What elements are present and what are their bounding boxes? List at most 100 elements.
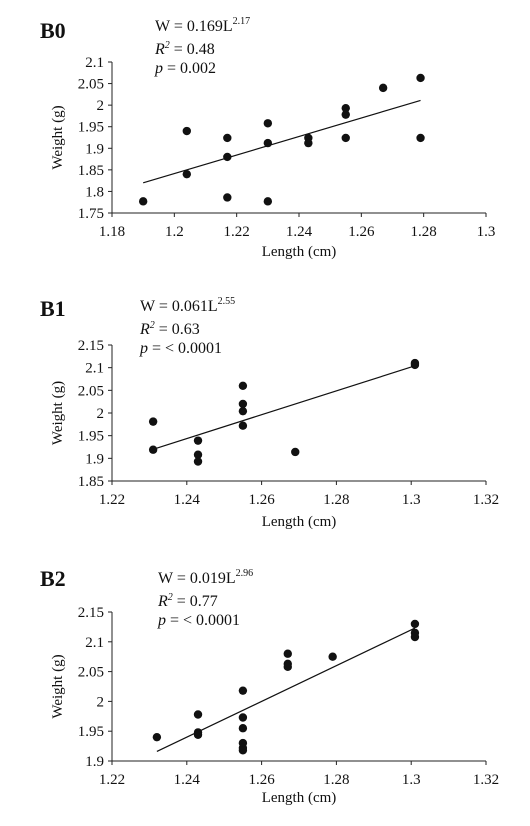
data-point bbox=[238, 381, 248, 390]
data-point bbox=[182, 169, 191, 179]
y-tick-label: 2.15 bbox=[78, 605, 104, 621]
equation-block: W = 0.169L2.17 R2 = 0.48 p = 0.002 bbox=[155, 12, 250, 78]
p-value-text: = < 0.0001 bbox=[166, 612, 241, 629]
y-tick-label: 1.85 bbox=[78, 163, 104, 179]
y-tick-label: 2.05 bbox=[78, 383, 104, 399]
data-point bbox=[410, 360, 420, 370]
r-squared-value: = 0.63 bbox=[154, 321, 200, 338]
data-point bbox=[410, 632, 420, 642]
x-axis-label: Length (cm) bbox=[262, 790, 337, 806]
p-label: p bbox=[155, 60, 163, 77]
data-point bbox=[238, 399, 248, 409]
data-point bbox=[263, 119, 273, 128]
equation-exponent: 2.17 bbox=[232, 16, 251, 27]
y-tick-label: 2 bbox=[97, 98, 105, 114]
data-point bbox=[238, 686, 248, 695]
y-tick-label: 1.9 bbox=[85, 451, 104, 467]
y-tick-label: 1.9 bbox=[85, 754, 104, 770]
data-point bbox=[148, 445, 158, 454]
equation-text: W = 0.169L bbox=[155, 18, 233, 35]
x-axis-label: Length (cm) bbox=[262, 244, 337, 260]
trend-line bbox=[142, 99, 421, 184]
y-tick-label: 2.1 bbox=[85, 361, 104, 377]
y-tick-label: 2 bbox=[97, 406, 105, 422]
equation: W = 0.019L2.96 bbox=[158, 564, 253, 588]
data-point bbox=[304, 138, 313, 148]
data-point bbox=[263, 138, 273, 148]
data-point bbox=[193, 710, 203, 719]
y-axis-label: Weight (g) bbox=[50, 654, 66, 718]
data-point bbox=[328, 652, 337, 661]
p-value-text: = 0.002 bbox=[163, 60, 217, 77]
data-point bbox=[263, 197, 273, 206]
data-point bbox=[283, 662, 292, 672]
x-tick-label: 1.2 bbox=[165, 224, 184, 240]
data-point bbox=[223, 152, 232, 162]
x-tick-label: 1.32 bbox=[473, 772, 499, 788]
p-value-text: = < 0.0001 bbox=[148, 340, 223, 357]
equation-text: W = 0.061L bbox=[140, 298, 218, 315]
x-tick-label: 1.24 bbox=[174, 492, 201, 508]
chart-panel-b0: B0 W = 0.169L2.17 R2 = 0.48 p = 0.002 1.… bbox=[0, 0, 530, 270]
data-point bbox=[148, 417, 158, 426]
y-tick-label: 1.9 bbox=[85, 141, 104, 157]
panel-label: B2 bbox=[40, 566, 66, 591]
chart-panel-b1: B1 W = 0.061L2.55 R2 = 0.63 p = < 0.0001… bbox=[0, 270, 530, 550]
equation-exponent: 2.96 bbox=[235, 568, 254, 579]
y-tick-label: 1.95 bbox=[78, 724, 104, 740]
p-value: p = < 0.0001 bbox=[158, 611, 253, 630]
r-squared-sup: 2 bbox=[167, 592, 173, 603]
p-label: p bbox=[158, 612, 166, 629]
equation: W = 0.169L2.17 bbox=[155, 12, 250, 36]
r-squared-value: = 0.48 bbox=[169, 41, 215, 58]
panel-label: B1 bbox=[40, 296, 66, 321]
y-tick-label: 2.05 bbox=[78, 77, 104, 93]
y-axis-label: Weight (g) bbox=[50, 105, 66, 169]
r-squared: R2 = 0.63 bbox=[140, 316, 235, 339]
data-point bbox=[193, 457, 203, 466]
data-point bbox=[283, 649, 292, 658]
data-point bbox=[410, 619, 420, 629]
scatter-plot-b2: 1.9 1.95 2 2.05 2.1 2.15 1.22 1.24 1.26 1.28 1.3 1.… bbox=[50, 605, 499, 806]
y-tick-label: 1.95 bbox=[78, 429, 104, 445]
x-tick-label: 1.3 bbox=[402, 772, 421, 788]
data-point bbox=[193, 436, 203, 445]
r-squared: R2 = 0.77 bbox=[158, 588, 253, 611]
y-tick-label: 2.1 bbox=[85, 55, 104, 71]
data-point bbox=[193, 450, 203, 459]
data-point bbox=[291, 447, 300, 457]
equation-block: W = 0.019L2.96 R2 = 0.77 p = < 0.0001 bbox=[158, 564, 253, 630]
x-tick-label: 1.3 bbox=[402, 492, 421, 508]
data-point bbox=[238, 713, 248, 722]
equation: W = 0.061L2.55 bbox=[140, 292, 235, 316]
data-point bbox=[223, 193, 232, 202]
r-squared-label: R bbox=[140, 321, 150, 338]
y-tick-label: 1.95 bbox=[78, 120, 104, 136]
data-point bbox=[416, 73, 425, 83]
y-tick-label: 2.1 bbox=[85, 635, 104, 651]
y-tick-label: 2.05 bbox=[78, 665, 104, 681]
equation-block: W = 0.061L2.55 R2 = 0.63 p = < 0.0001 bbox=[140, 292, 235, 358]
x-tick-label: 1.22 bbox=[224, 224, 250, 240]
y-tick-label: 1.85 bbox=[78, 474, 104, 490]
x-tick-label: 1.26 bbox=[348, 224, 375, 240]
trend-line bbox=[152, 365, 416, 450]
x-tick-label: 1.28 bbox=[411, 224, 437, 240]
y-tick-label: 1.75 bbox=[78, 206, 104, 222]
y-axis-label: Weight (g) bbox=[50, 381, 66, 445]
equation-text: W = 0.019L bbox=[158, 570, 236, 587]
p-label: p bbox=[140, 340, 148, 357]
p-value: p = 0.002 bbox=[155, 59, 250, 78]
data-point bbox=[238, 421, 248, 430]
data-point bbox=[152, 732, 162, 742]
data-point bbox=[238, 724, 248, 733]
x-tick-label: 1.28 bbox=[323, 772, 349, 788]
data-point bbox=[238, 746, 248, 755]
x-tick-label: 1.22 bbox=[99, 772, 125, 788]
scatter-plot-b0: 1.75 1.8 1.85 1.9 1.95 2 2.05 2.1 1.18 1.2 1.22 1.2… bbox=[50, 55, 495, 260]
x-axis-label: Length (cm) bbox=[262, 514, 337, 530]
panel-label: B0 bbox=[40, 18, 66, 43]
data-point bbox=[223, 133, 232, 143]
data-point bbox=[341, 103, 350, 113]
scatter-plot-b1: 1.85 1.9 1.95 2 2.05 2.1 2.15 1.22 1.24 1.26 1.28 1… bbox=[50, 338, 499, 530]
